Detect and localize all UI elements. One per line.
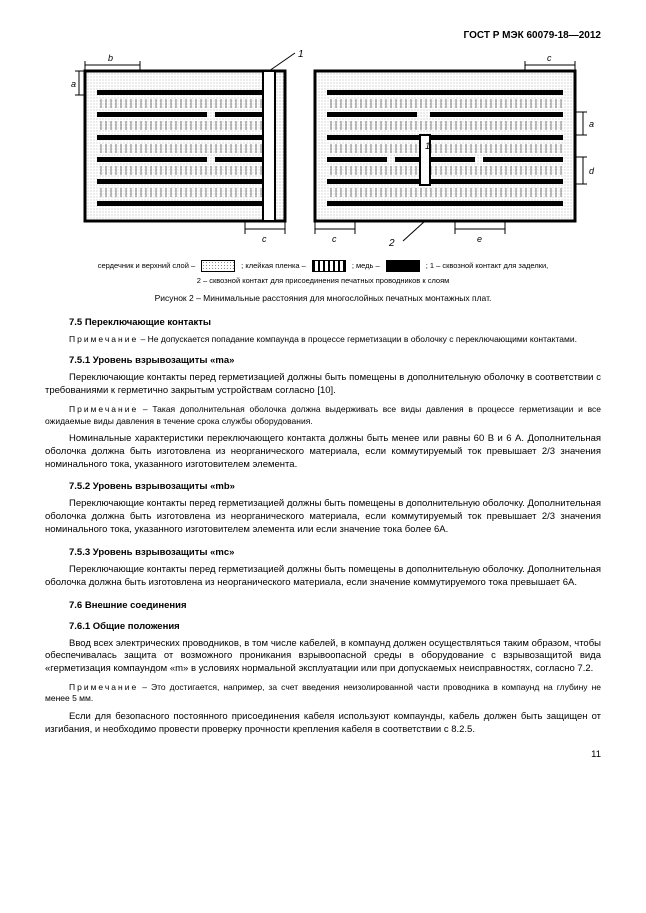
para-7-5-2-1: Переключающие контакты перед герметизаци… xyxy=(45,498,601,536)
section-7-5-2-title: 7.5.2 Уровень взрывозащиты «mb» xyxy=(45,481,601,492)
para-7-6-1-2: Если для безопасного постоянного присоед… xyxy=(45,711,601,737)
section-7-6-1-title: 7.6.1 Общие положения xyxy=(45,621,601,632)
legend-text-3: ; медь – xyxy=(352,261,380,272)
section-7-5-3-title: 7.5.3 Уровень взрывозащиты «mc» xyxy=(45,547,601,558)
swatch-film xyxy=(312,260,346,272)
svg-text:c: c xyxy=(332,234,337,244)
pcb-diagram-svg: b a 1 c a d xyxy=(45,49,601,249)
note-7-6-1: Примечание – Это достигается, например, … xyxy=(45,682,601,705)
section-7-5-title: 7.5 Переключающие контакты xyxy=(45,317,601,328)
legend-text-4: ; 1 – сквозной контакт для заделки, xyxy=(426,261,549,272)
page-number: 11 xyxy=(45,749,601,760)
note-label: Примечание xyxy=(69,404,138,414)
svg-text:1: 1 xyxy=(298,49,304,60)
svg-text:d: d xyxy=(589,166,595,176)
note-text: – Не допускается попадание компаунда в п… xyxy=(138,334,577,344)
swatch-core xyxy=(201,260,235,272)
note-label: Примечание xyxy=(69,682,138,692)
note-7-5-1: Примечание – Такая дополнительная оболоч… xyxy=(45,404,601,427)
para-7-5-1-1: Переключающие контакты перед герметизаци… xyxy=(45,372,601,398)
legend-text-1: сердечник и верхний слой – xyxy=(98,261,195,272)
note-label: Примечание xyxy=(69,334,138,344)
para-7-6-1-1: Ввод всех электрических проводников, в т… xyxy=(45,638,601,676)
section-7-6-title: 7.6 Внешние соединения xyxy=(45,600,601,611)
legend-row-2: 2 – сквозной контакт для присоединения п… xyxy=(45,276,601,285)
svg-text:1: 1 xyxy=(425,141,430,151)
swatch-copper xyxy=(386,260,420,272)
figure-2-diagram: b a 1 c a d xyxy=(45,49,601,254)
legend-text-2: ; клейкая пленка – xyxy=(241,261,306,272)
section-7-5-1-title: 7.5.1 Уровень взрывозащиты «ma» xyxy=(45,355,601,366)
svg-text:2: 2 xyxy=(388,238,395,249)
svg-text:b: b xyxy=(108,53,113,63)
legend-row-1: сердечник и верхний слой – ; клейкая пле… xyxy=(45,260,601,272)
figure-caption: Рисунок 2 – Минимальные расстояния для м… xyxy=(45,293,601,303)
note-7-5: Примечание – Не допускается попадание ко… xyxy=(45,334,601,345)
para-7-5-1-2: Номинальные характеристики переключающег… xyxy=(45,433,601,471)
svg-text:c: c xyxy=(262,234,267,244)
svg-text:e: e xyxy=(477,234,482,244)
svg-text:c: c xyxy=(547,53,552,63)
doc-header: ГОСТ Р МЭК 60079-18—2012 xyxy=(45,30,601,41)
para-7-5-3-1: Переключающие контакты перед герметизаци… xyxy=(45,564,601,590)
svg-text:a: a xyxy=(71,79,76,89)
svg-text:a: a xyxy=(589,119,594,129)
